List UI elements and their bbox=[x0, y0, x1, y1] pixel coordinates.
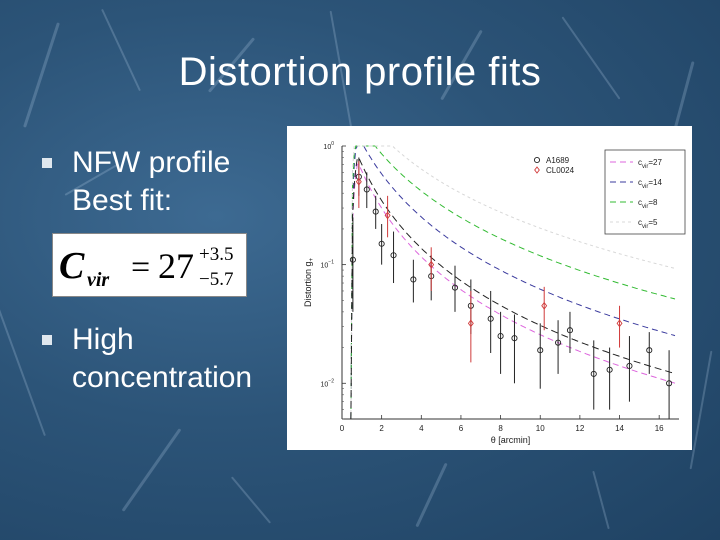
y-tick-label: 10−2 bbox=[321, 378, 335, 388]
bullet-text-1: NFW profile Best fit: bbox=[72, 144, 230, 220]
chart-panel: 0 2 4 6 8 10 12 14 16 100 10−1 10−2 A1689 CL0024 cvi… bbox=[287, 126, 692, 450]
formula-minus-error: −5.7 bbox=[199, 269, 233, 290]
data-point-a1689 bbox=[590, 370, 597, 377]
formula-equals: = bbox=[131, 249, 150, 286]
chart-axes: 0 2 4 6 8 10 12 14 16 100 10−1 10−2 bbox=[321, 141, 679, 433]
formula-value: 27 bbox=[158, 246, 194, 286]
data-point-cl0024 bbox=[616, 319, 623, 328]
data-point-a1689 bbox=[606, 366, 613, 373]
data-point-a1689 bbox=[626, 362, 633, 369]
data-points bbox=[349, 157, 673, 419]
data-point-cl0024 bbox=[541, 301, 548, 310]
formula-subscript: vir bbox=[87, 269, 109, 291]
x-tick-label: 2 bbox=[379, 424, 384, 433]
x-axis-label: θ [arcmin] bbox=[491, 435, 531, 445]
data-point-a1689 bbox=[566, 327, 574, 334]
model-curve-1 bbox=[350, 163, 676, 420]
data-point-a1689 bbox=[363, 186, 370, 193]
legend-marker bbox=[534, 166, 540, 174]
bullet-marker-2 bbox=[42, 335, 52, 345]
data-point-a1689 bbox=[537, 347, 544, 354]
formula-plus-error: +3.5 bbox=[199, 244, 233, 265]
data-point-cl0024 bbox=[428, 260, 435, 269]
model-legend-label: cvir=8 bbox=[638, 198, 658, 210]
data-point-a1689 bbox=[410, 276, 417, 283]
model-legend-label: cvir=5 bbox=[638, 218, 658, 230]
data-point-a1689 bbox=[511, 335, 518, 342]
data-point-a1689 bbox=[372, 208, 379, 215]
formula-symbol: C bbox=[59, 245, 85, 287]
y-tick-label: 10−1 bbox=[321, 260, 335, 270]
x-tick-label: 12 bbox=[575, 424, 584, 433]
model-legend-box bbox=[604, 149, 686, 235]
x-tick-label: 0 bbox=[340, 424, 345, 433]
x-tick-label: 4 bbox=[419, 424, 424, 433]
data-point-a1689 bbox=[390, 252, 397, 259]
model-legend-label: cvir=14 bbox=[638, 178, 662, 190]
bullet-marker-1 bbox=[42, 158, 52, 168]
data-point-cl0024 bbox=[384, 211, 391, 220]
model-curve-2 bbox=[350, 145, 676, 420]
data-point-cl0024 bbox=[355, 177, 362, 186]
data-point-cl0024 bbox=[467, 319, 474, 328]
model-curve-4 bbox=[350, 145, 676, 420]
bullet-2-line-1: High bbox=[72, 323, 134, 356]
x-tick-label: 6 bbox=[459, 424, 464, 433]
y-tick-label: 100 bbox=[323, 141, 334, 151]
bullet-2-line-2: concentration bbox=[72, 361, 253, 394]
data-point-a1689 bbox=[646, 347, 653, 354]
data-point-a1689 bbox=[555, 339, 562, 346]
x-tick-label: 10 bbox=[536, 424, 545, 433]
data-point-a1689 bbox=[451, 284, 459, 291]
data-point-a1689 bbox=[349, 256, 356, 263]
model-legend-label: cvir=27 bbox=[638, 158, 662, 170]
data-point-a1689 bbox=[378, 240, 385, 247]
slide-title: Distortion profile fits bbox=[178, 50, 542, 94]
bullet-text-2: High concentration bbox=[72, 321, 252, 397]
model-curve-3 bbox=[350, 145, 676, 420]
model-curves bbox=[350, 145, 676, 420]
bullet-1-line-2: Best fit: bbox=[72, 184, 173, 217]
model-curve-5 bbox=[350, 157, 676, 420]
legend-label: A1689 bbox=[546, 156, 570, 165]
y-axis-label: Distortion g+ bbox=[303, 257, 315, 307]
legend-marker bbox=[533, 156, 541, 164]
x-tick-label: 14 bbox=[615, 424, 624, 433]
data-point-a1689 bbox=[666, 380, 673, 387]
x-tick-label: 16 bbox=[655, 424, 664, 433]
data-point-a1689 bbox=[487, 315, 494, 322]
legend-label: CL0024 bbox=[546, 166, 575, 175]
bullet-1-line-1: NFW profile bbox=[72, 146, 231, 179]
x-tick-label: 8 bbox=[498, 424, 503, 433]
formula-image: C vir = 27 +3.5 −5.7 bbox=[52, 233, 247, 297]
model-legend: cvir=27 cvir=14 cvir=8 cvir=5 bbox=[604, 149, 686, 235]
data-point-a1689 bbox=[497, 333, 504, 340]
